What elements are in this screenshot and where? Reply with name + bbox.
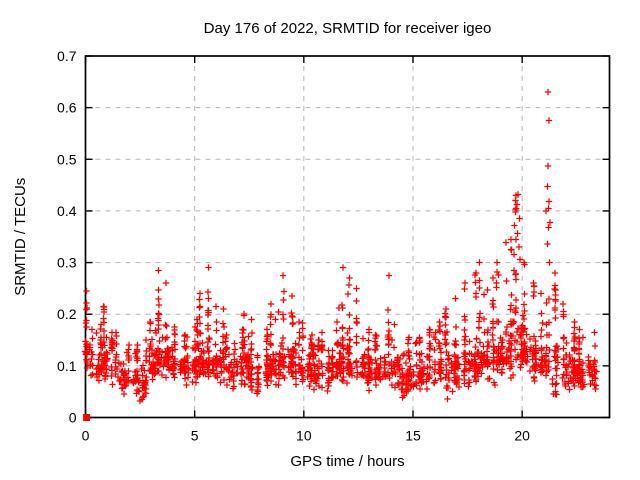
y-tick-label: 0.4 xyxy=(57,203,77,219)
x-tick-label: 10 xyxy=(296,428,312,444)
y-tick-label: 0.6 xyxy=(57,100,77,116)
y-tick-label: 0.5 xyxy=(57,151,77,167)
y-tick-label: 0.7 xyxy=(57,48,77,64)
origin-square-marker xyxy=(83,414,91,421)
y-axis-label: SRMTID / TECUs xyxy=(12,178,29,296)
x-tick-label: 20 xyxy=(514,428,530,444)
x-axis-label: GPS time / hours xyxy=(290,453,404,470)
y-tick-label: 0.2 xyxy=(57,306,77,322)
x-tick-label: 5 xyxy=(191,428,199,444)
x-tick-label: 0 xyxy=(82,428,90,444)
x-tick-label: 15 xyxy=(405,428,421,444)
y-tick-label: 0.3 xyxy=(57,255,77,271)
y-tick-label: 0.1 xyxy=(57,358,77,374)
plot-border xyxy=(84,55,611,419)
chart-title: Day 176 of 2022, SRMTID for receiver ige… xyxy=(204,20,492,37)
y-tick-label: 0 xyxy=(69,410,77,426)
scatter-points xyxy=(81,88,600,405)
